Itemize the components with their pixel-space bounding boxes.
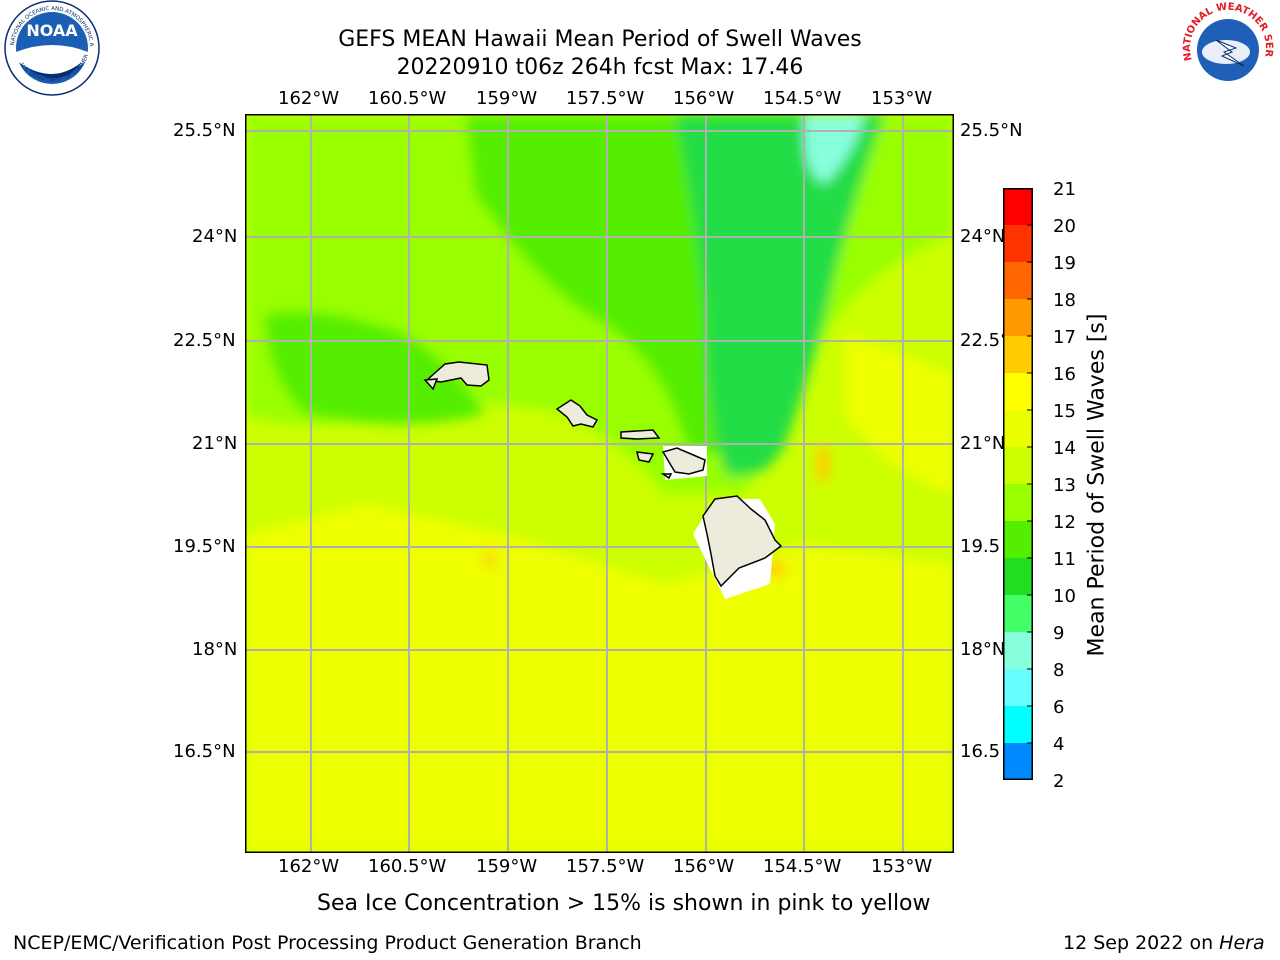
colorbar-tick: 17 — [1053, 327, 1076, 348]
lon-label-bottom: 159°W — [476, 856, 538, 877]
colorbar-segment — [1003, 632, 1033, 670]
lat-label-right: 16.5 — [960, 741, 1001, 762]
graticule — [245, 114, 954, 853]
sea-ice-note: Sea Ice Concentration > 15% is shown in … — [317, 891, 931, 916]
island-kauai — [425, 361, 490, 387]
lat-label-right: 18°N — [960, 639, 1006, 660]
colorbar-tick: 4 — [1053, 734, 1065, 755]
branch-credit: NCEP/EMC/Verification Post Processing Pr… — [13, 932, 642, 954]
nws-logo: NATIONAL WEATHER SERVICE — [1174, 0, 1278, 100]
hawaiian-islands — [423, 361, 783, 588]
colorbar-segment — [1003, 558, 1033, 596]
lon-label-bottom: 154.5°W — [763, 856, 842, 877]
colorbar-segment — [1003, 410, 1033, 448]
lat-label-left: 25.5°N — [173, 120, 236, 141]
island-lanai — [636, 451, 655, 463]
island-maui — [661, 447, 706, 475]
field-orange-1 — [816, 444, 830, 484]
lon-label-top: 162°W — [278, 88, 340, 109]
swell-period-map — [245, 114, 954, 853]
colorbar-tick: 8 — [1053, 660, 1065, 681]
lon-label-bottom: 162°W — [278, 856, 340, 877]
lat-label-left: 19.5°N — [173, 536, 236, 557]
colorbar-segment — [1003, 521, 1033, 559]
colorbar-segment — [1003, 447, 1033, 485]
field-orange-3 — [485, 549, 495, 569]
colorbar-segment — [1003, 743, 1033, 781]
colorbar-tick: 21 — [1053, 179, 1076, 200]
map-frame — [245, 114, 954, 853]
colorbar-segment — [1003, 373, 1033, 411]
colorbar-tick: 2 — [1053, 771, 1065, 792]
colorbar-tick: 6 — [1053, 697, 1065, 718]
lat-label-right: 21°N — [960, 433, 1006, 454]
field-yellow-south — [245, 504, 954, 853]
chart-title-line2: 20220910 t06z 264h fcst Max: 17.46 — [396, 55, 804, 80]
colorbar-segment — [1003, 262, 1033, 300]
lat-label-right: 25.5°N — [960, 120, 1023, 141]
colorbar-tick: 18 — [1053, 290, 1076, 311]
lat-label-right: 24°N — [960, 226, 1006, 247]
lat-label-right: 22.5° — [960, 330, 1010, 351]
colorbar-segment — [1003, 225, 1033, 263]
date-credit: 12 Sep 2022 on Hera — [1063, 932, 1265, 954]
lon-label-bottom: 156°W — [673, 856, 735, 877]
lon-label-bottom: 160.5°W — [368, 856, 447, 877]
colorbar-tick: 15 — [1053, 401, 1076, 422]
noaa-logo-text: NOAA — [26, 21, 78, 40]
colorbar-tick: 9 — [1053, 623, 1065, 644]
lon-label-top: 157.5°W — [566, 88, 645, 109]
colorbar-tick: 20 — [1053, 216, 1076, 237]
colorbar-tick: 13 — [1053, 475, 1076, 496]
lon-label-top: 154.5°W — [763, 88, 842, 109]
lon-label-top: 153°W — [871, 88, 933, 109]
colorbar-segment — [1003, 595, 1033, 633]
colorbar-tick: 19 — [1053, 253, 1076, 274]
machine-name: Hera — [1219, 932, 1265, 954]
island-hawaii — [702, 495, 783, 588]
colorbar-tick: 14 — [1053, 438, 1076, 459]
colorbar-tick: 10 — [1053, 586, 1076, 607]
lon-label-bottom: 153°W — [871, 856, 933, 877]
lon-label-top: 160.5°W — [368, 88, 447, 109]
colorbar-segment — [1003, 336, 1033, 374]
chart-title-line1: GEFS MEAN Hawaii Mean Period of Swell Wa… — [338, 27, 862, 52]
colorbar-label: Mean Period of Swell Waves [s] — [1084, 313, 1110, 657]
noaa-logo: NOAA NATIONAL OCEANIC AND ATMOSPHERIC AD… — [0, 0, 102, 100]
colorbar-segment — [1003, 484, 1033, 522]
lat-label-left: 21°N — [192, 433, 238, 454]
colorbar — [1003, 188, 1033, 781]
date-text: 12 Sep 2022 on — [1063, 932, 1220, 954]
field-green-11 — [675, 114, 885, 476]
colorbar-segment — [1003, 669, 1033, 707]
field-green-12-west — [265, 311, 485, 424]
colorbar-tick: 12 — [1053, 512, 1076, 533]
lon-label-bottom: 157.5°W — [566, 856, 645, 877]
colorbar-tick: 16 — [1053, 364, 1076, 385]
lat-label-left: 22.5°N — [173, 330, 236, 351]
lat-label-left: 16.5°N — [173, 741, 236, 762]
lat-label-right: 19.5 — [960, 536, 1001, 557]
island-niihau — [423, 378, 439, 391]
field-yellow-east — [845, 334, 954, 494]
lon-label-top: 159°W — [476, 88, 538, 109]
lon-label-top: 156°W — [673, 88, 735, 109]
island-oahu — [555, 399, 599, 428]
colorbar-tick: 11 — [1053, 549, 1076, 570]
island-molokai — [620, 429, 661, 440]
lat-label-left: 18°N — [192, 639, 238, 660]
colorbar-segment — [1003, 299, 1033, 337]
colorbar-segment — [1003, 706, 1033, 744]
lat-label-left: 24°N — [192, 226, 238, 247]
colorbar-segment — [1003, 188, 1033, 226]
island-kahoolawe — [660, 473, 673, 480]
